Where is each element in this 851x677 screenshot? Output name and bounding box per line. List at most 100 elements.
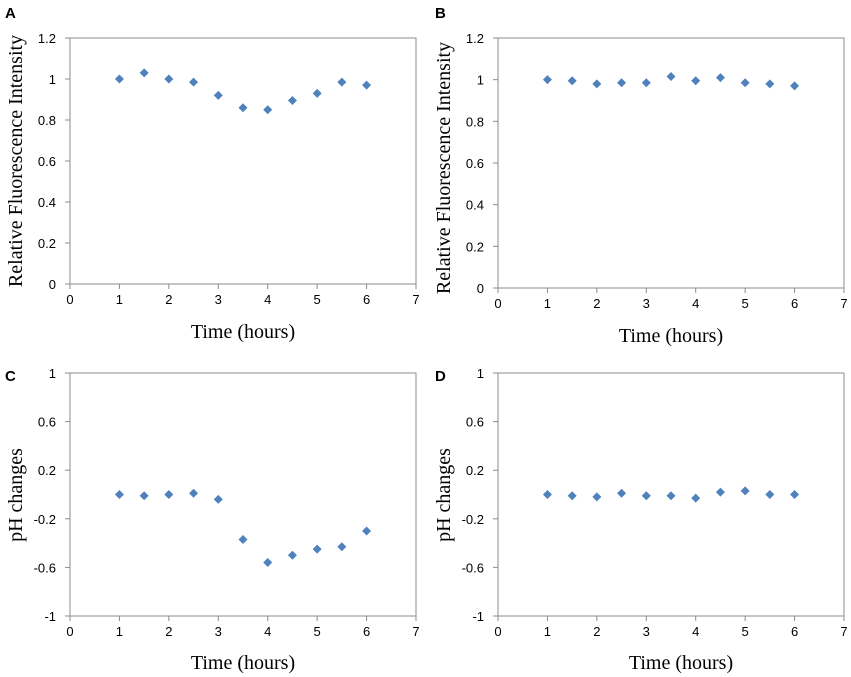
panel-c-x-tick-label: 2: [165, 624, 172, 639]
panel-c-data-point: [287, 550, 297, 560]
panel-d-x-tick-label: 3: [643, 624, 650, 639]
panel-b-x-tick-label: 5: [742, 296, 749, 311]
panel-b-y-tick-label: 0: [477, 281, 484, 296]
panel-a-x-tick-label: 6: [363, 292, 370, 307]
panel-a-y-tick-label: 0.2: [38, 236, 56, 251]
panel-c-data-point: [114, 490, 124, 499]
panel-a-y-tick-label: 0.4: [38, 195, 56, 210]
panel-a-data-point: [287, 96, 297, 106]
panel-d-plot-area: [497, 372, 845, 617]
panel-d-x-tick-label: 7: [840, 624, 847, 639]
panel-d-x-tick-label: 6: [791, 624, 798, 639]
panel-b-data-point: [691, 76, 701, 86]
panel-d-x-tick-label: 2: [593, 624, 600, 639]
panel-b-data-point: [740, 78, 750, 88]
panel-c-data-point: [139, 491, 149, 501]
panel-a-x-tick-label: 3: [215, 292, 222, 307]
panel-a-x-axis-title: Time (hours): [191, 321, 295, 343]
panel-d-data-point: [542, 490, 552, 499]
panel-c-x-tick-label: 6: [363, 624, 370, 639]
panel-a-x-tick-label: 5: [314, 292, 321, 307]
panel-c-data-point: [164, 490, 174, 499]
panel-c-data-point: [263, 558, 273, 568]
panel-b-data-point: [617, 78, 627, 88]
panel-d-y-tick-label: 0.2: [466, 463, 484, 478]
panel-d-y-tick-label: 1: [477, 366, 484, 381]
panel-d-x-tick-label: 1: [544, 624, 551, 639]
panel-a-y-tick-label: 1.2: [38, 31, 56, 46]
panel-c: C 0 1 2 3 4 5 6 7 -1 -0.6 -0.2 0.2 0.6 1 Time (hours)…: [5, 366, 420, 674]
panel-c-y-tick-label: -0.2: [34, 512, 56, 527]
panel-b-y-tick-label: 0.8: [466, 114, 484, 129]
panel-d-data-point: [592, 492, 602, 502]
panel-c-x-tick-label: 5: [314, 624, 321, 639]
panel-d-x-axis-title: Time (hours): [629, 652, 733, 674]
panel-a-x-tick-label: 4: [264, 292, 271, 307]
panel-a-data-point: [312, 88, 322, 98]
panel-a-y-tick-label: 0: [49, 277, 56, 292]
panel-d-y-tick-label: -0.2: [462, 512, 484, 527]
panel-a-data-point: [337, 77, 347, 87]
panel-c-y-tick-label: -1: [44, 609, 56, 624]
panel-d-y-axis-title: pH changes: [433, 448, 455, 542]
panel-b-x-tick-label: 4: [692, 296, 699, 311]
panel-c-y-axis-title: pH changes: [5, 448, 27, 542]
panel-d-data-point: [641, 491, 651, 501]
panel-d-data-point: [740, 486, 750, 496]
panel-b-y-tick-label: 0.6: [466, 156, 484, 171]
panel-a-data-point: [362, 80, 372, 90]
panel-b-data-point: [715, 73, 725, 83]
panel-b-x-tick-label: 7: [840, 296, 847, 311]
panel-a-data-point: [164, 74, 174, 84]
panel-a-data-point: [238, 103, 248, 113]
panel-b-data-point: [765, 79, 775, 89]
panel-a-y-axis-title: Relative Fluorescence Intensity: [5, 35, 27, 287]
panel-b-data-point: [592, 79, 602, 89]
panel-c-data-point: [312, 544, 322, 554]
panel-c-y-tick-label: 0.6: [38, 415, 56, 430]
panel-b-x-axis-title: Time (hours): [619, 325, 723, 347]
panel-d-x-tick-label: 5: [742, 624, 749, 639]
panel-a-label: A: [5, 5, 16, 22]
panel-b-x-tick-label: 3: [643, 296, 650, 311]
panel-c-data-point: [337, 542, 347, 552]
panel-b-y-tick-label: 1.2: [466, 31, 484, 46]
panel-a-plot-area: [69, 37, 417, 285]
panel-a-data-point: [114, 74, 124, 84]
panel-c-y-tick-label: 1: [49, 366, 56, 381]
panel-d-data-point: [790, 490, 800, 499]
panel-c-x-tick-label: 0: [66, 624, 73, 639]
panel-d-data-point: [765, 490, 775, 499]
panel-b-data-point: [542, 75, 552, 85]
panel-d-marks: 0 1 2 3 4 5 6 7 -1 -0.6 -0.2 0.2 0.6 1: [462, 366, 848, 639]
panel-b-data-point: [666, 72, 676, 82]
panel-a-y-tick-label: 0.6: [38, 154, 56, 169]
panel-b-x-tick-label: 2: [593, 296, 600, 311]
panel-b-y-tick-label: 1: [477, 73, 484, 88]
panel-c-x-tick-label: 7: [412, 624, 419, 639]
panel-a-x-tick-label: 1: [116, 292, 123, 307]
panel-a-data-point: [213, 90, 223, 100]
panel-c-data-point: [238, 534, 248, 544]
panel-c-data-point: [189, 488, 199, 498]
panel-d-data-point: [666, 491, 676, 501]
panel-c-marks: 0 1 2 3 4 5 6 7 -1 -0.6 -0.2 0.2 0.6 1: [34, 366, 420, 639]
panel-c-y-tick-label: 0.2: [38, 463, 56, 478]
panel-d-x-tick-label: 4: [692, 624, 699, 639]
panel-b-marks: 0 1 2 3 4 5 6 7 0 0.2 0.4 0.6 0.8 1 1.2: [466, 31, 848, 311]
panel-c-x-axis-title: Time (hours): [191, 652, 295, 674]
panel-d-data-point: [691, 493, 701, 503]
panel-d: D 0 1 2 3 4 5 6 7 -1 -0.6 -0.2 0.2 0.6 1 Time (hours)…: [433, 366, 848, 674]
panel-d-label: D: [435, 368, 446, 385]
panel-a-marks: 0 1 2 3 4 5 6 7 0 0.2 0.4 0.6 0.8 1 1.2: [38, 31, 420, 307]
panel-a-x-tick-label: 2: [165, 292, 172, 307]
panel-d-y-tick-label: -0.6: [462, 560, 484, 575]
panel-a-x-tick-label: 0: [66, 292, 73, 307]
panel-b-y-tick-label: 0.2: [466, 239, 484, 254]
panel-c-label: C: [5, 368, 16, 385]
panel-b-label: B: [435, 5, 446, 22]
panel-c-data-point: [213, 494, 223, 504]
panel-d-data-point: [715, 487, 725, 497]
panel-a-data-point: [189, 77, 199, 87]
